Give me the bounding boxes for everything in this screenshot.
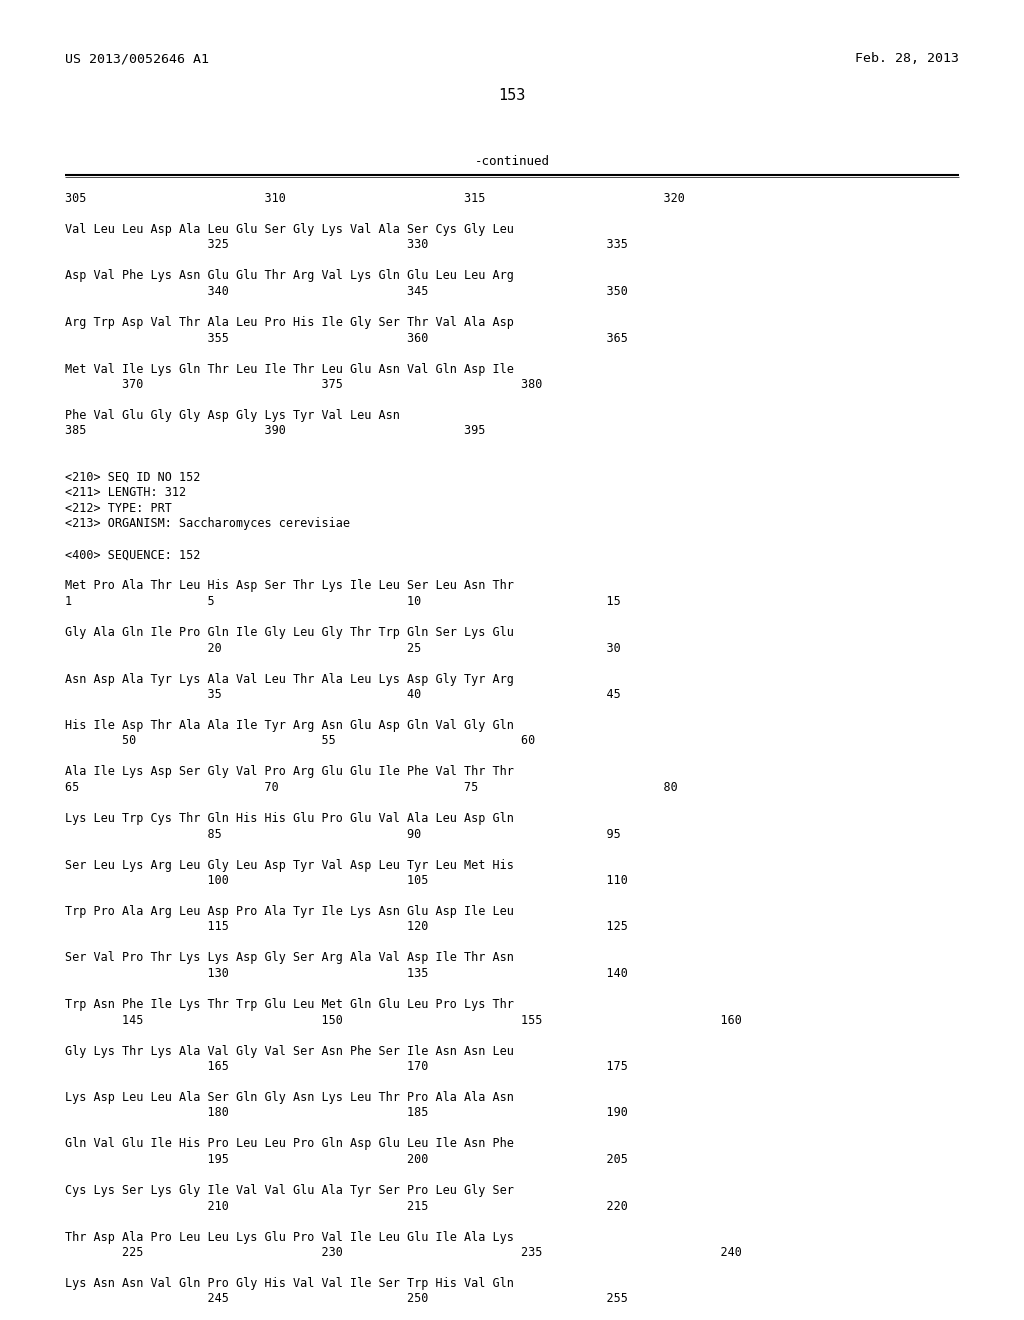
Text: Gly Ala Gln Ile Pro Gln Ile Gly Leu Gly Thr Trp Gln Ser Lys Glu: Gly Ala Gln Ile Pro Gln Ile Gly Leu Gly …: [65, 626, 514, 639]
Text: <212> TYPE: PRT: <212> TYPE: PRT: [65, 502, 172, 515]
Text: 65                          70                          75                      : 65 70 75: [65, 781, 678, 795]
Text: Feb. 28, 2013: Feb. 28, 2013: [855, 51, 959, 65]
Text: 385                         390                         395: 385 390 395: [65, 425, 485, 437]
Text: His Ile Asp Thr Ala Ala Ile Tyr Arg Asn Glu Asp Gln Val Gly Gln: His Ile Asp Thr Ala Ala Ile Tyr Arg Asn …: [65, 719, 514, 733]
Text: 50                          55                          60: 50 55 60: [65, 734, 536, 747]
Text: Gly Lys Thr Lys Ala Val Gly Val Ser Asn Phe Ser Ile Asn Asn Leu: Gly Lys Thr Lys Ala Val Gly Val Ser Asn …: [65, 1044, 514, 1057]
Text: <210> SEQ ID NO 152: <210> SEQ ID NO 152: [65, 471, 201, 484]
Text: Trp Pro Ala Arg Leu Asp Pro Ala Tyr Ile Lys Asn Glu Asp Ile Leu: Trp Pro Ala Arg Leu Asp Pro Ala Tyr Ile …: [65, 906, 514, 917]
Text: Thr Asp Ala Pro Leu Leu Lys Glu Pro Val Ile Leu Glu Ile Ala Lys: Thr Asp Ala Pro Leu Leu Lys Glu Pro Val …: [65, 1230, 514, 1243]
Text: 305                         310                         315                     : 305 310 315: [65, 191, 685, 205]
Text: Lys Asn Asn Val Gln Pro Gly His Val Val Ile Ser Trp His Val Gln: Lys Asn Asn Val Gln Pro Gly His Val Val …: [65, 1276, 514, 1290]
Text: 145                         150                         155                     : 145 150 155: [65, 1014, 741, 1027]
Text: Val Leu Leu Asp Ala Leu Glu Ser Gly Lys Val Ala Ser Cys Gly Leu: Val Leu Leu Asp Ala Leu Glu Ser Gly Lys …: [65, 223, 514, 236]
Text: Asp Val Phe Lys Asn Glu Glu Thr Arg Val Lys Gln Glu Leu Leu Arg: Asp Val Phe Lys Asn Glu Glu Thr Arg Val …: [65, 269, 514, 282]
Text: <400> SEQUENCE: 152: <400> SEQUENCE: 152: [65, 549, 201, 561]
Text: 355                         360                         365: 355 360 365: [65, 331, 628, 345]
Text: <211> LENGTH: 312: <211> LENGTH: 312: [65, 487, 186, 499]
Text: 153: 153: [499, 88, 525, 103]
Text: Gln Val Glu Ile His Pro Leu Leu Pro Gln Asp Glu Leu Ile Asn Phe: Gln Val Glu Ile His Pro Leu Leu Pro Gln …: [65, 1138, 514, 1151]
Text: Arg Trp Asp Val Thr Ala Leu Pro His Ile Gly Ser Thr Val Ala Asp: Arg Trp Asp Val Thr Ala Leu Pro His Ile …: [65, 315, 514, 329]
Text: 370                         375                         380: 370 375 380: [65, 378, 543, 391]
Text: 100                         105                         110: 100 105 110: [65, 874, 628, 887]
Text: Trp Asn Phe Ile Lys Thr Trp Glu Leu Met Gln Glu Leu Pro Lys Thr: Trp Asn Phe Ile Lys Thr Trp Glu Leu Met …: [65, 998, 514, 1011]
Text: Lys Leu Trp Cys Thr Gln His His Glu Pro Glu Val Ala Leu Asp Gln: Lys Leu Trp Cys Thr Gln His His Glu Pro …: [65, 812, 514, 825]
Text: Met Val Ile Lys Gln Thr Leu Ile Thr Leu Glu Asn Val Gln Asp Ile: Met Val Ile Lys Gln Thr Leu Ile Thr Leu …: [65, 363, 514, 375]
Text: 115                         120                         125: 115 120 125: [65, 920, 628, 933]
Text: <213> ORGANISM: Saccharomyces cerevisiae: <213> ORGANISM: Saccharomyces cerevisiae: [65, 517, 350, 531]
Text: Cys Lys Ser Lys Gly Ile Val Val Glu Ala Tyr Ser Pro Leu Gly Ser: Cys Lys Ser Lys Gly Ile Val Val Glu Ala …: [65, 1184, 514, 1197]
Text: 130                         135                         140: 130 135 140: [65, 968, 628, 979]
Text: Phe Val Glu Gly Gly Asp Gly Lys Tyr Val Leu Asn: Phe Val Glu Gly Gly Asp Gly Lys Tyr Val …: [65, 409, 400, 422]
Text: 165                         170                         175: 165 170 175: [65, 1060, 628, 1073]
Text: 180                         185                         190: 180 185 190: [65, 1106, 628, 1119]
Text: Met Pro Ala Thr Leu His Asp Ser Thr Lys Ile Leu Ser Leu Asn Thr: Met Pro Ala Thr Leu His Asp Ser Thr Lys …: [65, 579, 514, 593]
Text: Lys Asp Leu Leu Ala Ser Gln Gly Asn Lys Leu Thr Pro Ala Ala Asn: Lys Asp Leu Leu Ala Ser Gln Gly Asn Lys …: [65, 1092, 514, 1104]
Text: 210                         215                         220: 210 215 220: [65, 1200, 628, 1213]
Text: 20                          25                          30: 20 25 30: [65, 642, 621, 655]
Text: 85                          90                          95: 85 90 95: [65, 828, 621, 841]
Text: 245                         250                         255: 245 250 255: [65, 1292, 628, 1305]
Text: 325                         330                         335: 325 330 335: [65, 239, 628, 252]
Text: -continued: -continued: [474, 154, 550, 168]
Text: 35                          40                          45: 35 40 45: [65, 688, 621, 701]
Text: Ser Leu Lys Arg Leu Gly Leu Asp Tyr Val Asp Leu Tyr Leu Met His: Ser Leu Lys Arg Leu Gly Leu Asp Tyr Val …: [65, 858, 514, 871]
Text: 1                   5                           10                          15: 1 5 10 15: [65, 595, 621, 609]
Text: Ala Ile Lys Asp Ser Gly Val Pro Arg Glu Glu Ile Phe Val Thr Thr: Ala Ile Lys Asp Ser Gly Val Pro Arg Glu …: [65, 766, 514, 779]
Text: Ser Val Pro Thr Lys Lys Asp Gly Ser Arg Ala Val Asp Ile Thr Asn: Ser Val Pro Thr Lys Lys Asp Gly Ser Arg …: [65, 952, 514, 965]
Text: 195                         200                         205: 195 200 205: [65, 1152, 628, 1166]
Text: 340                         345                         350: 340 345 350: [65, 285, 628, 298]
Text: 225                         230                         235                     : 225 230 235: [65, 1246, 741, 1259]
Text: US 2013/0052646 A1: US 2013/0052646 A1: [65, 51, 209, 65]
Text: Asn Asp Ala Tyr Lys Ala Val Leu Thr Ala Leu Lys Asp Gly Tyr Arg: Asn Asp Ala Tyr Lys Ala Val Leu Thr Ala …: [65, 672, 514, 685]
